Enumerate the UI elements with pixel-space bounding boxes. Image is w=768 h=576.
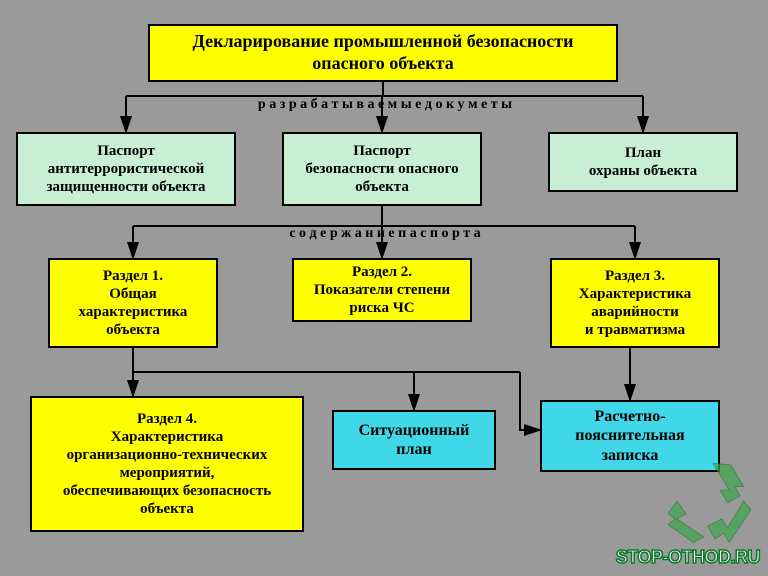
node-situational-plan: Ситуационныйплан <box>332 410 496 470</box>
node-doc-passport-antiterror: Паспортантитеррористическойзащищенности … <box>16 132 236 206</box>
node-section-1: Раздел 1.Общаяхарактеристикаобъекта <box>48 258 218 348</box>
label-developed-documents: р а з р а б а т ы в а е м ы е д о к у м … <box>150 97 620 113</box>
node-root: Декларирование промышленной безопасности… <box>148 24 618 82</box>
label-passport-contents: с о д е р ж а н и е п а с п о р т а <box>200 226 570 242</box>
node-plan-text: Ситуационныйплан <box>359 421 470 459</box>
node-root-text: Декларирование промышленной безопасности… <box>192 31 573 74</box>
watermark-text: STOP-OTHOD.RU <box>616 547 760 568</box>
node-sec3-text: Раздел 3.Характеристикааварийностии трав… <box>579 267 691 339</box>
node-doc2-text: Паспортбезопасности опасногообъекта <box>305 142 458 196</box>
node-doc-passport-safety: Паспортбезопасности опасногообъекта <box>282 132 482 206</box>
label-sub1-text: р а з р а б а т ы в а е м ы е д о к у м … <box>258 97 512 112</box>
node-section-4: Раздел 4.Характеристикаорганизационно-те… <box>30 396 304 532</box>
recycle-icon <box>668 456 758 546</box>
node-section-3: Раздел 3.Характеристикааварийностии трав… <box>550 258 720 348</box>
node-doc1-text: Паспортантитеррористическойзащищенности … <box>46 142 205 196</box>
node-sec4-text: Раздел 4.Характеристикаорганизационно-те… <box>63 410 271 518</box>
node-section-2: Раздел 2.Показатели степенириска ЧС <box>292 258 472 322</box>
node-sec1-text: Раздел 1.Общаяхарактеристикаобъекта <box>79 267 188 339</box>
node-sec2-text: Раздел 2.Показатели степенириска ЧС <box>314 263 450 317</box>
node-doc3-text: Планохраны объекта <box>589 144 697 180</box>
label-sub2-text: с о д е р ж а н и е п а с п о р т а <box>289 226 480 241</box>
node-doc-plan-security: Планохраны объекта <box>548 132 738 192</box>
